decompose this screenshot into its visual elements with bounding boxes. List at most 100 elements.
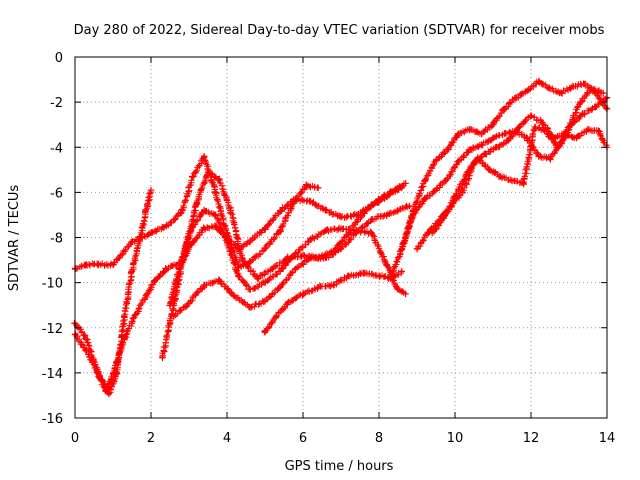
y-tick-label: -10: [42, 277, 63, 292]
data-point: [178, 256, 185, 264]
x-tick-label: 6: [299, 431, 307, 446]
data-point: [539, 119, 546, 126]
data-point: [474, 155, 481, 162]
data-point: [307, 198, 314, 205]
data-point: [189, 223, 196, 230]
data-point: [170, 313, 177, 320]
data-point: [178, 209, 185, 216]
data-point: [201, 153, 208, 160]
data-point: [147, 229, 155, 237]
data-point: [292, 195, 299, 203]
data-point: [535, 78, 542, 86]
data-point: [478, 141, 485, 149]
data-point: [497, 173, 504, 180]
chart-title: Day 280 of 2022, Sidereal Day-to-day VTE…: [74, 23, 605, 38]
x-tick-label: 14: [599, 431, 616, 446]
y-tick-label: -16: [42, 412, 63, 427]
data-point: [398, 268, 405, 275]
y-tick-label: -6: [50, 186, 63, 201]
data-point: [581, 110, 588, 117]
data-point: [144, 202, 151, 210]
data-point: [307, 254, 314, 262]
data-point: [83, 335, 90, 343]
data-point: [588, 85, 595, 92]
data-point: [216, 175, 223, 183]
x-tick-label: 12: [523, 431, 540, 446]
data-point: [102, 387, 109, 395]
data-point: [421, 195, 428, 203]
x-axis-label: GPS time / hours: [285, 459, 394, 474]
data-point: [345, 272, 352, 280]
y-axis-label: SDTVAR / TECUs: [7, 185, 22, 292]
data-point: [227, 207, 234, 214]
y-tick-label: 0: [55, 51, 63, 66]
data-point: [387, 189, 394, 196]
data-point: [246, 286, 253, 293]
data-point: [520, 180, 527, 187]
data-point: [147, 186, 155, 194]
data-point: [353, 229, 360, 237]
data-point: [527, 112, 535, 119]
data-point: [512, 94, 519, 101]
series-markers: [72, 153, 321, 272]
data-point: [132, 311, 139, 318]
data-point: [94, 369, 101, 377]
data-point: [554, 144, 561, 151]
data-point: [546, 155, 554, 162]
data-point: [383, 261, 390, 268]
data-point: [413, 245, 421, 252]
series-track-2: [71, 186, 155, 398]
data-point: [337, 245, 345, 252]
data-point: [375, 272, 383, 280]
series-track-6: [170, 202, 413, 320]
data-point: [231, 292, 238, 300]
data-point: [387, 274, 394, 282]
data-point: [565, 123, 573, 131]
data-point: [592, 103, 599, 110]
data-point: [315, 283, 322, 291]
data-point: [444, 175, 451, 183]
data-point: [189, 238, 196, 246]
data-point: [368, 216, 375, 223]
data-point: [261, 297, 269, 304]
data-point: [201, 225, 208, 232]
data-point: [577, 98, 584, 106]
data-point: [151, 277, 158, 284]
data-point: [292, 250, 299, 257]
data-point: [277, 207, 284, 214]
series-track-1: [71, 180, 409, 392]
series-track-7: [261, 268, 405, 336]
data-point: [246, 304, 253, 311]
data-point: [394, 286, 402, 293]
data-point: [508, 177, 516, 185]
data-point: [261, 329, 269, 336]
x-axis-ticks: 0 2 4 6 8 10 12 14: [71, 57, 615, 446]
data-point: [444, 146, 451, 153]
data-point: [337, 225, 345, 232]
data-point: [189, 173, 196, 180]
data-point: [261, 245, 269, 252]
data-point: [337, 213, 345, 221]
data-point: [193, 200, 200, 207]
data-point: [353, 211, 360, 219]
data-point: [360, 270, 367, 277]
x-tick-label: 0: [71, 431, 79, 446]
data-point: [421, 177, 428, 185]
y-axis-ticks: 0 -2 -4 -6 -8 -10 -12 -14 -16: [42, 51, 607, 427]
plot-area: [71, 77, 611, 398]
data-point: [459, 189, 466, 196]
data-point: [273, 313, 280, 320]
data-point: [121, 313, 128, 320]
data-point: [455, 130, 462, 137]
series-track-3: [71, 153, 322, 273]
data-point: [303, 182, 310, 189]
data-point: [501, 130, 508, 137]
data-point: [516, 123, 523, 131]
data-point: [489, 121, 497, 128]
data-point: [493, 144, 500, 151]
data-point: [277, 268, 284, 275]
data-point: [398, 184, 405, 192]
data-point: [223, 238, 231, 246]
data-point: [467, 146, 474, 153]
